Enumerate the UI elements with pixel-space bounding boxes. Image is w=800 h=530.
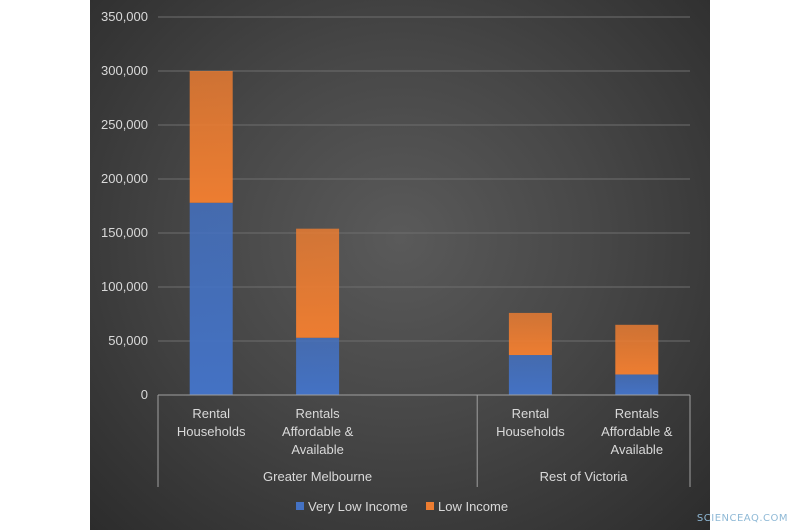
x-axis-categories: Rental Households Rentals Affordable & Avail… <box>177 406 673 484</box>
y-tick-label: 300,000 <box>101 63 148 78</box>
group-label: Rest of Victoria <box>540 469 629 484</box>
y-axis-ticks: 0 50,000 100,000 150,000 200,000 250,000 300,0… <box>101 9 148 402</box>
bar-very-low-income <box>508 355 552 395</box>
legend-swatch <box>426 502 434 510</box>
bar-very-low-income <box>189 202 233 395</box>
legend-swatch <box>296 502 304 510</box>
bar-low-income <box>615 324 659 375</box>
y-tick-label: 250,000 <box>101 117 148 132</box>
group-label: Greater Melbourne <box>263 469 372 484</box>
x-axis <box>157 394 691 487</box>
category-label: Rentals Affordable & Available <box>282 406 354 457</box>
watermark: SCIENCEAQ.COM <box>696 513 788 524</box>
category-label: Rental Households <box>496 406 565 439</box>
gridlines <box>158 16 690 342</box>
y-tick-label: 350,000 <box>101 9 148 24</box>
legend: Very Low Income Low Income <box>296 499 508 514</box>
category-label: Rental Households <box>177 406 246 439</box>
legend-label: Low Income <box>438 499 508 514</box>
legend-label: Very Low Income <box>308 499 408 514</box>
y-tick-label: 150,000 <box>101 225 148 240</box>
stacked-bar-chart: 0 50,000 100,000 150,000 200,000 250,000 300,0… <box>101 9 691 514</box>
bar-very-low-income <box>296 337 340 395</box>
bars <box>189 71 659 395</box>
chart-panel: 0 50,000 100,000 150,000 200,000 250,000 300,0… <box>90 0 710 530</box>
y-tick-label: 0 <box>141 387 148 402</box>
bar-low-income <box>189 71 233 203</box>
y-tick-label: 200,000 <box>101 171 148 186</box>
bar-low-income <box>296 228 340 338</box>
y-tick-label: 50,000 <box>108 333 148 348</box>
category-label: Rentals Affordable & Available <box>601 406 673 457</box>
bar-low-income <box>508 312 552 356</box>
y-tick-label: 100,000 <box>101 279 148 294</box>
bar-very-low-income <box>615 374 659 395</box>
